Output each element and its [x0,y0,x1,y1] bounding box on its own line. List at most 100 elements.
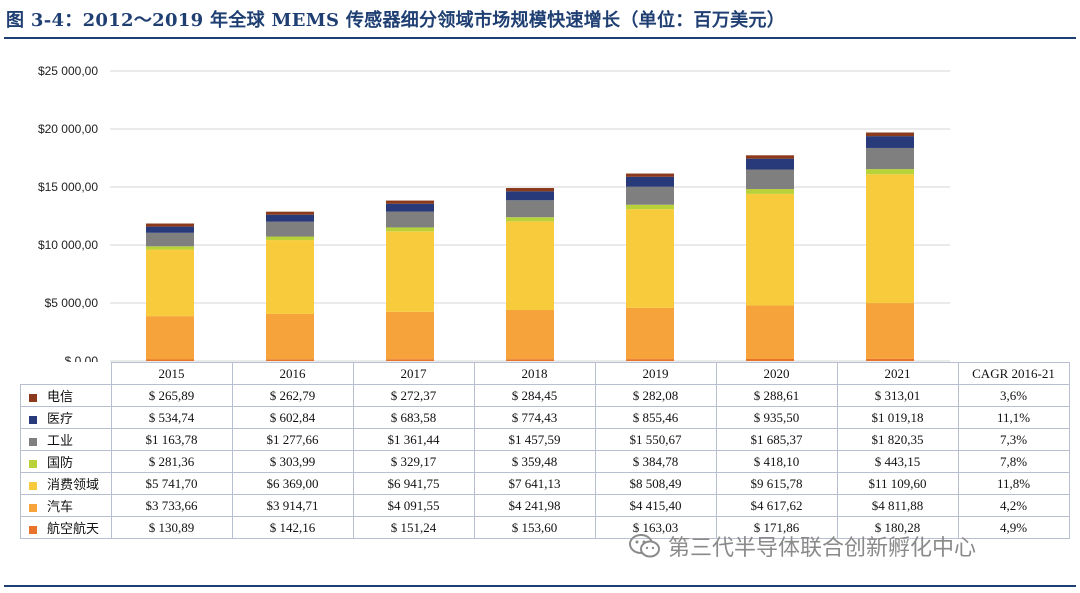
table-row: 工业 $1 163,78 $1 277,66 $1 361,44 $1 457,59 $1… [20,428,1070,451]
table-row: 航空航天 $ 130,89 $ 142,16 $ 151,24 $ 153,60 $ 16… [20,516,1070,539]
data-label: $5 741,70 [110,472,233,495]
data-label: $ 602,84 [231,406,354,429]
data-table: 2015 2016 2017 2018 2019 2020 2021 CAGR 2016-21… [20,362,1070,539]
bar-segment [146,359,194,361]
data-label: $ 288,61 [715,384,838,407]
bar-segment [746,359,794,361]
bar-segment [266,236,314,241]
data-label: $4 091,55 [352,494,475,517]
bar-segment [866,358,914,361]
y-tick-label: $5 000,00 [45,296,99,310]
cagr-value: 4,2% [957,494,1070,517]
y-tick-label: $ 0,00 [65,354,99,362]
bar-segment [266,240,314,314]
x-tick-label: 2020 [715,362,838,385]
series-name: 电信 [47,389,74,404]
bar-segment [626,307,674,360]
cagr-value: 4,9% [957,516,1070,539]
cagr-header: CAGR 2016-21 [957,362,1070,385]
bar-segment [386,200,434,204]
data-label: $ 855,46 [594,406,717,429]
bar-segment [146,223,194,227]
bar-segment [746,189,794,194]
bar-segment [746,158,794,170]
watermark: 第三代半导体联合创新孵化中心 [628,530,976,562]
bar-segment [386,359,434,361]
bar-segment [746,155,794,159]
data-label: $ 443,15 [836,450,959,473]
table-corner [20,362,112,385]
legend-swatch [29,394,37,403]
bar-segment [146,249,194,317]
bar-segment [506,191,554,201]
x-tick-label: 2017 [352,362,475,385]
bar-segment [866,136,914,148]
data-label: $ 151,24 [352,516,475,539]
table-row: 国防 $ 281,36 $ 303,99 $ 329,17 $ 359,48 $ 384,… [20,450,1070,473]
table-row: 医疗 $ 534,74 $ 602,84 $ 683,58 $ 774,43 $ 855,… [20,406,1070,429]
series-label: 国防 [20,450,112,473]
data-label: $1 019,18 [836,406,959,429]
bar-segment [386,311,434,360]
data-label: $ 142,16 [231,516,354,539]
data-label: $ 281,36 [110,450,233,473]
bars [146,132,914,361]
bar-segment [626,176,674,187]
data-label: $ 683,58 [352,406,475,429]
data-label: $ 329,17 [352,450,475,473]
title-rule [4,37,1076,39]
data-label: $ 774,43 [473,406,596,429]
bar-segment [386,211,434,228]
data-label: $ 180,28 [836,516,959,539]
x-tick-label: 2018 [473,362,596,385]
series-name: 航空航天 [47,521,100,536]
data-label: $3 733,66 [110,494,233,517]
data-label: $6 369,00 [231,472,354,495]
bar-segment [506,188,554,192]
y-axis-ticks: $ 0,00 $5 000,00 $10 000,00 $15 000,00 $20 0… [38,64,98,362]
data-label: $ 265,89 [110,384,233,407]
data-label: $ 418,10 [715,450,838,473]
bar-segment [866,174,914,304]
x-tick-label: 2016 [231,362,354,385]
bar-segment [266,214,314,222]
data-label: $9 615,78 [715,472,838,495]
bar-segment [266,211,314,215]
data-label: $ 272,37 [352,384,475,407]
bar-segment [386,227,434,232]
bar-segment [506,359,554,361]
data-label: $ 935,50 [715,406,838,429]
data-label: $4 617,62 [715,494,838,517]
series-name: 汽车 [47,499,74,514]
bar-segment [866,303,914,359]
bar-segment [626,359,674,361]
cagr-value: 11,8% [957,472,1070,495]
bar-segment [866,169,914,175]
data-label: $ 284,45 [473,384,596,407]
bar-segment [266,359,314,361]
x-tick-label: 2015 [110,362,233,385]
legend-swatch [29,416,37,425]
bar-segment [266,313,314,360]
table-header-row: 2015 2016 2017 2018 2019 2020 2021 CAGR 2016-21 [20,362,1070,385]
data-label: $4 811,88 [836,494,959,517]
series-label: 消费领域 [20,472,112,495]
bar-segment [146,232,194,247]
data-label: $ 359,48 [473,450,596,473]
bar-segment [746,169,794,190]
legend-swatch [29,504,37,513]
bar-segment [746,193,794,306]
legend-swatch [29,438,37,447]
y-tick-label: $10 000,00 [38,238,98,252]
table-row: 电信 $ 265,89 $ 262,79 $ 272,37 $ 284,45 $ 282,… [20,384,1070,407]
data-label: $3 914,71 [231,494,354,517]
legend-swatch [29,482,37,491]
data-label: $ 384,78 [594,450,717,473]
bar-segment [866,132,914,137]
y-tick-label: $20 000,00 [38,122,98,136]
bar-segment [506,310,554,360]
legend-swatch [29,460,37,469]
data-label: $11 109,60 [836,472,959,495]
table-row: 汽车 $3 733,66 $3 914,71 $4 091,55 $4 241,98 $4… [20,494,1070,517]
bar-segment [506,200,554,218]
